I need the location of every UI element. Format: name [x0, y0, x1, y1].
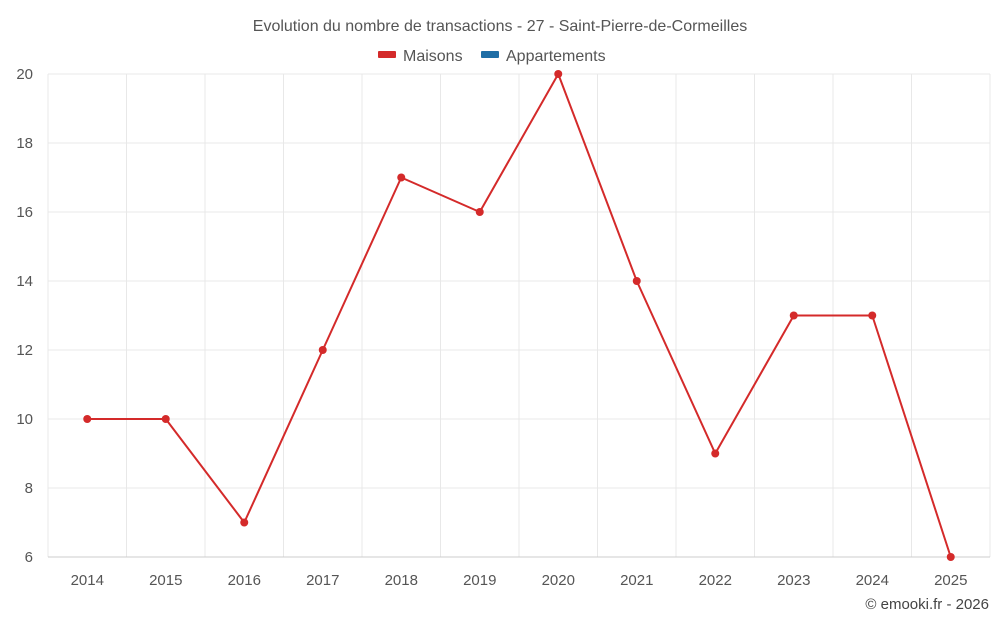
y-tick-label: 20	[16, 66, 33, 83]
data-point-maisons[interactable]	[161, 415, 170, 423]
chart-title: Evolution du nombre de transactions - 27…	[253, 18, 747, 35]
legend-item-appartements[interactable]: Appartements	[481, 48, 606, 65]
y-tick-label: 18	[16, 135, 33, 152]
data-point-maisons[interactable]	[632, 277, 641, 285]
x-tick-label: 2016	[228, 572, 261, 589]
data-point-maisons[interactable]	[318, 346, 327, 354]
x-tick-label: 2022	[699, 572, 732, 589]
series-maisons	[83, 70, 955, 561]
x-axis-ticks: 2014 2015 2016 2017 2018 2019 2020 2021 2022 2023…	[71, 572, 968, 589]
data-point-maisons[interactable]	[946, 553, 955, 561]
credit-text: © emooki.fr - 2026	[865, 596, 989, 613]
x-tick-label: 2023	[777, 572, 810, 589]
legend: Maisons Appartements	[378, 48, 606, 65]
data-point-maisons[interactable]	[789, 311, 798, 320]
data-point-maisons[interactable]	[83, 415, 92, 423]
data-point-maisons[interactable]	[711, 449, 720, 458]
x-tick-label: 2014	[71, 572, 104, 589]
x-tick-label: 2024	[856, 572, 889, 589]
legend-swatch-maisons	[378, 51, 396, 58]
series-line-maisons	[87, 73, 952, 558]
y-tick-label: 14	[16, 273, 33, 290]
legend-swatch-appartements	[481, 51, 499, 58]
legend-label-maisons: Maisons	[403, 48, 463, 65]
x-tick-label: 2015	[149, 572, 182, 589]
x-tick-label: 2019	[463, 572, 496, 589]
y-tick-label: 16	[16, 204, 33, 221]
x-tick-label: 2021	[620, 572, 653, 589]
data-point-maisons[interactable]	[240, 518, 249, 527]
data-point-maisons[interactable]	[868, 311, 877, 320]
data-point-maisons[interactable]	[475, 208, 484, 216]
data-point-maisons[interactable]	[554, 70, 563, 78]
y-tick-label: 10	[16, 411, 33, 428]
y-axis-ticks: 6 8 10 12 14 16 18 20	[16, 66, 33, 566]
x-tick-label: 2017	[306, 572, 339, 589]
y-tick-label: 6	[25, 549, 33, 566]
x-tick-label: 2020	[542, 572, 575, 589]
x-tick-label: 2018	[385, 572, 418, 589]
x-tick-label: 2025	[934, 572, 967, 589]
legend-label-appartements: Appartements	[506, 48, 606, 65]
legend-item-maisons[interactable]: Maisons	[378, 48, 463, 65]
y-tick-label: 12	[16, 342, 33, 359]
data-point-maisons[interactable]	[397, 173, 406, 182]
y-tick-label: 8	[25, 480, 33, 497]
